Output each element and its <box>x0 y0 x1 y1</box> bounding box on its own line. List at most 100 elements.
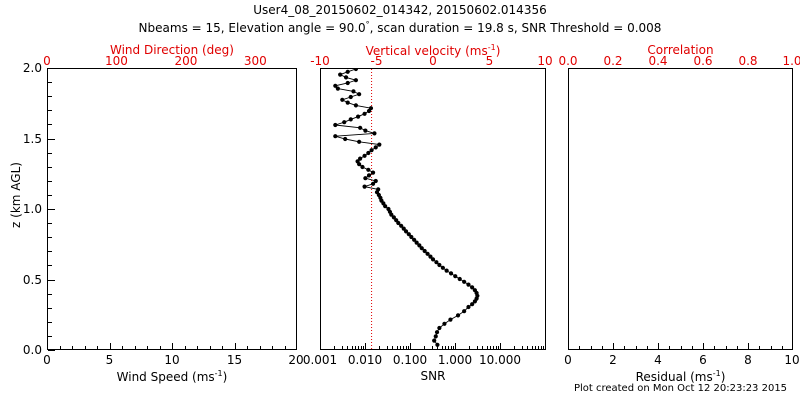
wd-tick-200: 200 <box>174 54 198 68</box>
vv-tick-0: 0 <box>429 54 437 68</box>
correlation-axis-title: Correlation <box>647 43 714 57</box>
ws-tick-5: 5 <box>105 353 114 367</box>
snr-data-point <box>353 103 358 108</box>
vv-tick-5: 5 <box>485 54 494 68</box>
wind-speed-axis-title: Wind Speed (ms-1) <box>47 369 297 384</box>
snr-data-point <box>333 134 338 139</box>
ws-tick-20: 20 <box>288 353 304 367</box>
snr-data-point <box>370 170 376 175</box>
snr-data-point <box>366 173 372 178</box>
res-tick-2: 2 <box>609 353 617 367</box>
snr-title-main: SNR <box>420 369 446 383</box>
residual-tick-labels: 0 2 4 6 8 10 <box>564 353 799 367</box>
snr-tick-1000: 1.000 <box>437 353 473 367</box>
ws-title-exponent: -1 <box>214 369 223 378</box>
snr-data-point <box>448 317 453 322</box>
snr-data-point <box>434 330 440 335</box>
snr-data-point <box>406 232 411 237</box>
snr-data-point <box>472 288 477 293</box>
snr-data-point <box>355 159 360 164</box>
snr-data-point <box>345 69 350 74</box>
snr-data-point <box>435 342 440 347</box>
ws-title-main: Wind Speed (ms <box>116 370 215 384</box>
vv-title-exponent: -1 <box>487 43 496 52</box>
wind-speed-bottom-ticks <box>47 343 297 351</box>
correlation-plot-area[interactable] <box>568 68 793 350</box>
corr-tick-02: 0.2 <box>603 54 623 68</box>
subtitle-prefix: Nbeams = 15, Elevation angle = 90.0 <box>138 21 366 35</box>
snr-data-point <box>425 251 430 256</box>
snr-data-point <box>414 240 419 245</box>
vertical-velocity-tick-labels: -10 -5 0 5 10 <box>310 54 552 68</box>
corr-tick-10: 1.0 <box>782 54 800 68</box>
res-tick-4: 4 <box>654 353 662 367</box>
y-tick-0: 0.0 <box>22 343 42 357</box>
vv-tick-10: 10 <box>537 54 553 68</box>
res-tick-0: 0 <box>564 353 572 367</box>
snr-data-point <box>362 153 367 158</box>
res-tick-8: 8 <box>744 353 752 367</box>
snr-data-point <box>417 243 422 248</box>
res-title-main: Residual (ms <box>635 370 713 384</box>
plot-creation-timestamp: Plot created on Mon Oct 12 20:23:23 2015 <box>573 383 788 394</box>
snr-data-point <box>377 142 382 147</box>
snr-data-point <box>362 184 367 189</box>
snr-data-point <box>353 78 358 83</box>
snr-data-point <box>366 167 371 172</box>
snr-data-point <box>343 75 349 80</box>
ws-tick-10: 10 <box>164 353 180 367</box>
residual-bottom-ticks <box>568 343 793 351</box>
y-tick-2: 1.0 <box>22 202 42 216</box>
snr-data-point <box>373 145 378 150</box>
snr-plot-area[interactable] <box>320 68 546 350</box>
snr-data-point <box>399 223 404 228</box>
res-title-tail: ) <box>720 370 726 384</box>
snr-data-point <box>403 229 409 234</box>
snr-axis-title: SNR <box>320 369 546 383</box>
degree-symbol: ° <box>365 20 370 29</box>
snr-tick-0010: 0.010 <box>347 353 383 367</box>
y-axis-ticks <box>48 68 56 351</box>
snr-data-point <box>433 334 438 339</box>
snr-data-point <box>444 268 449 273</box>
snr-data-point <box>370 181 376 186</box>
snr-data-point <box>353 69 358 72</box>
plot-subtitle: Nbeams = 15, Elevation angle = 90.0°, sc… <box>0 20 800 35</box>
snr-data-point <box>348 94 353 100</box>
snr-data-point <box>442 321 447 326</box>
snr-data-point <box>362 111 367 116</box>
snr-data-point <box>368 106 374 111</box>
snr-data-point <box>453 274 458 279</box>
vv-title-tail: ) <box>495 44 501 58</box>
snr-data-point <box>409 234 414 240</box>
res-tick-6: 6 <box>699 353 707 367</box>
snr-data-point <box>333 122 338 128</box>
snr-data-point <box>412 237 417 242</box>
y-axis-title: z (km AGL) <box>9 162 23 228</box>
snr-tick-0001: 0.001 <box>302 353 338 367</box>
snr-tick-10000: 10.000 <box>479 353 521 367</box>
wind-direction-axis-title: Wind Direction (deg) <box>110 43 234 57</box>
subtitle-suffix: , scan duration = 19.8 s, SNR Threshold … <box>369 21 662 35</box>
snr-data-point <box>338 72 343 77</box>
wind-plot-area[interactable] <box>47 68 297 350</box>
y-tick-4: 2.0 <box>22 61 42 75</box>
y-axis-tick-labels: 0.0 0.5 1.0 1.5 2.0 <box>0 61 42 357</box>
snr-data-point <box>363 176 368 181</box>
snr-bottom-ticks <box>320 343 546 351</box>
snr-data-point <box>366 150 371 156</box>
snr-data-point <box>333 83 338 88</box>
snr-data-point <box>358 156 363 161</box>
res-title-exponent: -1 <box>712 369 721 378</box>
snr-data-point <box>432 338 437 343</box>
snr-data-point <box>470 302 475 307</box>
snr-data-point <box>401 226 406 231</box>
snr-data-point <box>440 265 445 270</box>
snr-tick-0100: 0.100 <box>392 353 428 367</box>
snr-data-point <box>391 215 396 220</box>
snr-data-point <box>462 279 467 284</box>
y-tick-1: 0.5 <box>22 272 42 287</box>
snr-data-point <box>455 313 461 318</box>
snr-data-point <box>430 257 436 262</box>
snr-data-point <box>448 271 454 276</box>
